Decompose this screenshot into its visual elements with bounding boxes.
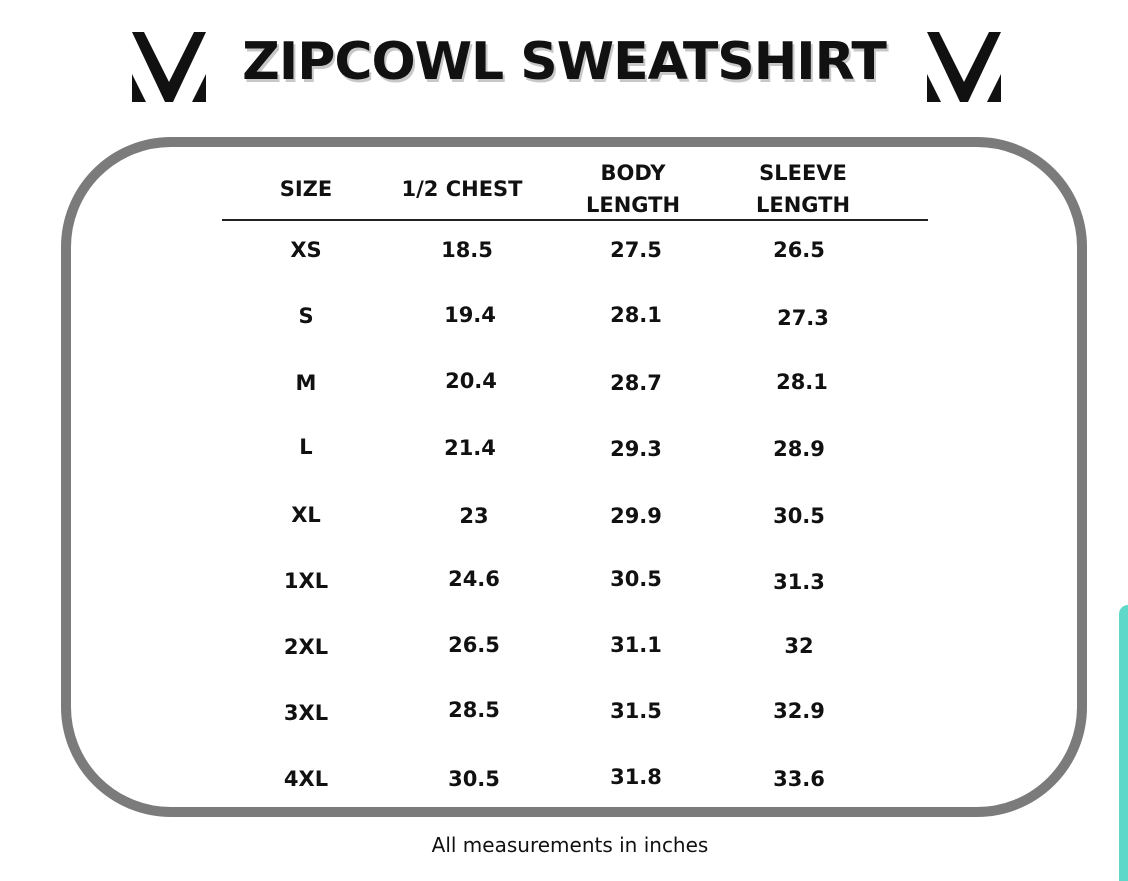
cell-sleeve-length: 28.1 — [776, 370, 828, 394]
cell-sleeve-length: 32 — [784, 634, 814, 658]
cell-body-length: 31.5 — [610, 699, 662, 723]
header-sleeve-line-2: LENGTH — [755, 193, 851, 217]
cell-sleeve-length: 27.3 — [777, 306, 829, 330]
cell-body-length: 30.5 — [610, 567, 662, 591]
cell-size: M — [295, 371, 317, 395]
cell-size: 2XL — [283, 635, 329, 659]
cell-sleeve-length: 31.3 — [773, 570, 825, 594]
cell-body-length: 27.5 — [610, 238, 662, 262]
cell-body-length: 31.8 — [610, 765, 662, 789]
cell-size: L — [299, 435, 313, 459]
header-body-length: BODY LENGTH — [586, 157, 680, 221]
header-body-line-2: LENGTH — [585, 193, 681, 217]
cell-body-length: 28.1 — [610, 303, 662, 327]
header-divider — [222, 219, 928, 221]
cell-sleeve-length: 33.6 — [773, 767, 825, 791]
cell-body-length: 28.7 — [610, 371, 662, 395]
cell-body-length: 29.3 — [610, 437, 662, 461]
header-size: SIZE — [279, 177, 333, 201]
cell-chest: 30.5 — [448, 767, 500, 791]
cell-chest: 28.5 — [448, 698, 500, 722]
cell-chest: 26.5 — [448, 633, 500, 657]
header-chest: 1/2 CHEST — [401, 177, 523, 201]
v-logo-icon — [132, 32, 206, 102]
page-title: ZIPCOWL SWEATSHIRT — [242, 32, 887, 92]
cell-sleeve-length: 32.9 — [773, 699, 825, 723]
cell-sleeve-length: 26.5 — [773, 238, 825, 262]
measurement-note: All measurements in inches — [431, 833, 709, 857]
cell-size: 4XL — [283, 767, 329, 791]
cell-body-length: 31.1 — [610, 633, 662, 657]
cell-size: XL — [291, 503, 321, 527]
cell-chest: 18.5 — [441, 238, 493, 262]
page-header: ZIPCOWL SWEATSHIRT — [0, 22, 1128, 112]
cell-body-length: 29.9 — [610, 504, 662, 528]
cell-chest: 21.4 — [444, 436, 496, 460]
header-sleeve-line-1: SLEEVE — [759, 161, 847, 185]
cell-sleeve-length: 28.9 — [773, 437, 825, 461]
header-sleeve-length: SLEEVE LENGTH — [756, 157, 850, 221]
cell-size: 3XL — [283, 701, 329, 725]
header-body-line-1: BODY — [600, 161, 666, 185]
v-logo-icon — [927, 32, 1001, 102]
cell-size: XS — [290, 238, 322, 262]
cell-chest: 20.4 — [445, 369, 497, 393]
cell-chest: 19.4 — [444, 303, 496, 327]
cell-chest: 23 — [459, 504, 489, 528]
edge-accent — [1119, 605, 1128, 881]
cell-chest: 24.6 — [448, 567, 500, 591]
size-chart-frame — [61, 137, 1087, 817]
cell-size: S — [298, 304, 314, 328]
cell-sleeve-length: 30.5 — [773, 504, 825, 528]
cell-size: 1XL — [283, 569, 329, 593]
